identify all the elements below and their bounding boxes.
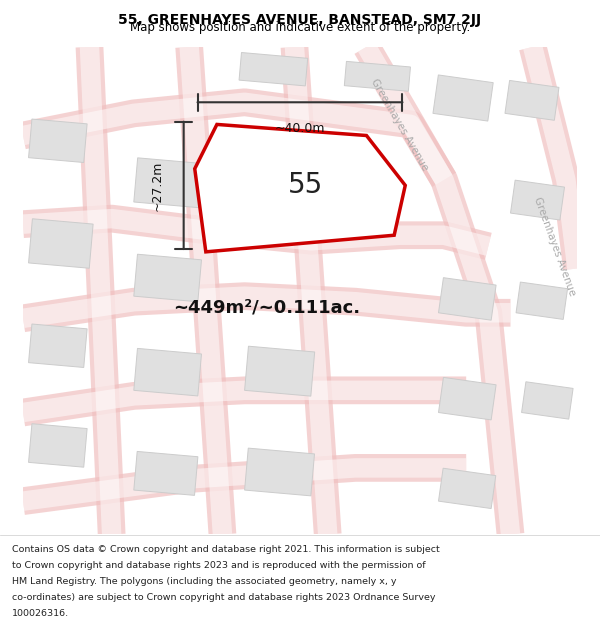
Bar xyxy=(239,144,315,197)
Text: HM Land Registry. The polygons (including the associated geometry, namely x, y: HM Land Registry. The polygons (includin… xyxy=(12,577,397,586)
Text: Greenhayes Avenue: Greenhayes Avenue xyxy=(532,196,577,297)
Text: Map shows position and indicative extent of the property.: Map shows position and indicative extent… xyxy=(130,21,470,34)
Text: ~449m²/~0.111ac.: ~449m²/~0.111ac. xyxy=(173,298,361,316)
Bar xyxy=(245,448,314,496)
Text: to Crown copyright and database rights 2023 and is reproduced with the permissio: to Crown copyright and database rights 2… xyxy=(12,561,425,570)
Bar xyxy=(433,75,493,121)
Text: Contains OS data © Crown copyright and database right 2021. This information is : Contains OS data © Crown copyright and d… xyxy=(12,545,440,554)
Bar xyxy=(439,278,496,320)
Text: ~40.0m: ~40.0m xyxy=(275,122,325,135)
Bar xyxy=(344,61,410,91)
Bar xyxy=(239,52,308,86)
Text: co-ordinates) are subject to Crown copyright and database rights 2023 Ordnance S: co-ordinates) are subject to Crown copyr… xyxy=(12,593,436,602)
Bar xyxy=(134,348,202,396)
Bar xyxy=(245,346,314,396)
Text: 55, GREENHAYES AVENUE, BANSTEAD, SM7 2JJ: 55, GREENHAYES AVENUE, BANSTEAD, SM7 2JJ xyxy=(118,13,482,27)
Bar xyxy=(134,158,204,208)
Bar xyxy=(29,424,87,467)
Bar xyxy=(521,382,573,419)
Bar xyxy=(29,119,87,162)
Bar xyxy=(505,81,559,120)
Bar xyxy=(439,378,496,420)
Text: 55: 55 xyxy=(288,171,323,199)
Text: Greenhayes Avenue: Greenhayes Avenue xyxy=(369,77,430,172)
Bar xyxy=(134,254,202,302)
Bar xyxy=(29,219,93,268)
Bar xyxy=(439,468,496,509)
Text: ~27.2m: ~27.2m xyxy=(151,160,164,211)
Polygon shape xyxy=(195,124,405,252)
Text: 100026316.: 100026316. xyxy=(12,609,69,618)
Bar xyxy=(511,180,565,220)
Bar xyxy=(134,451,198,496)
Bar xyxy=(516,282,568,319)
Bar xyxy=(29,324,87,368)
